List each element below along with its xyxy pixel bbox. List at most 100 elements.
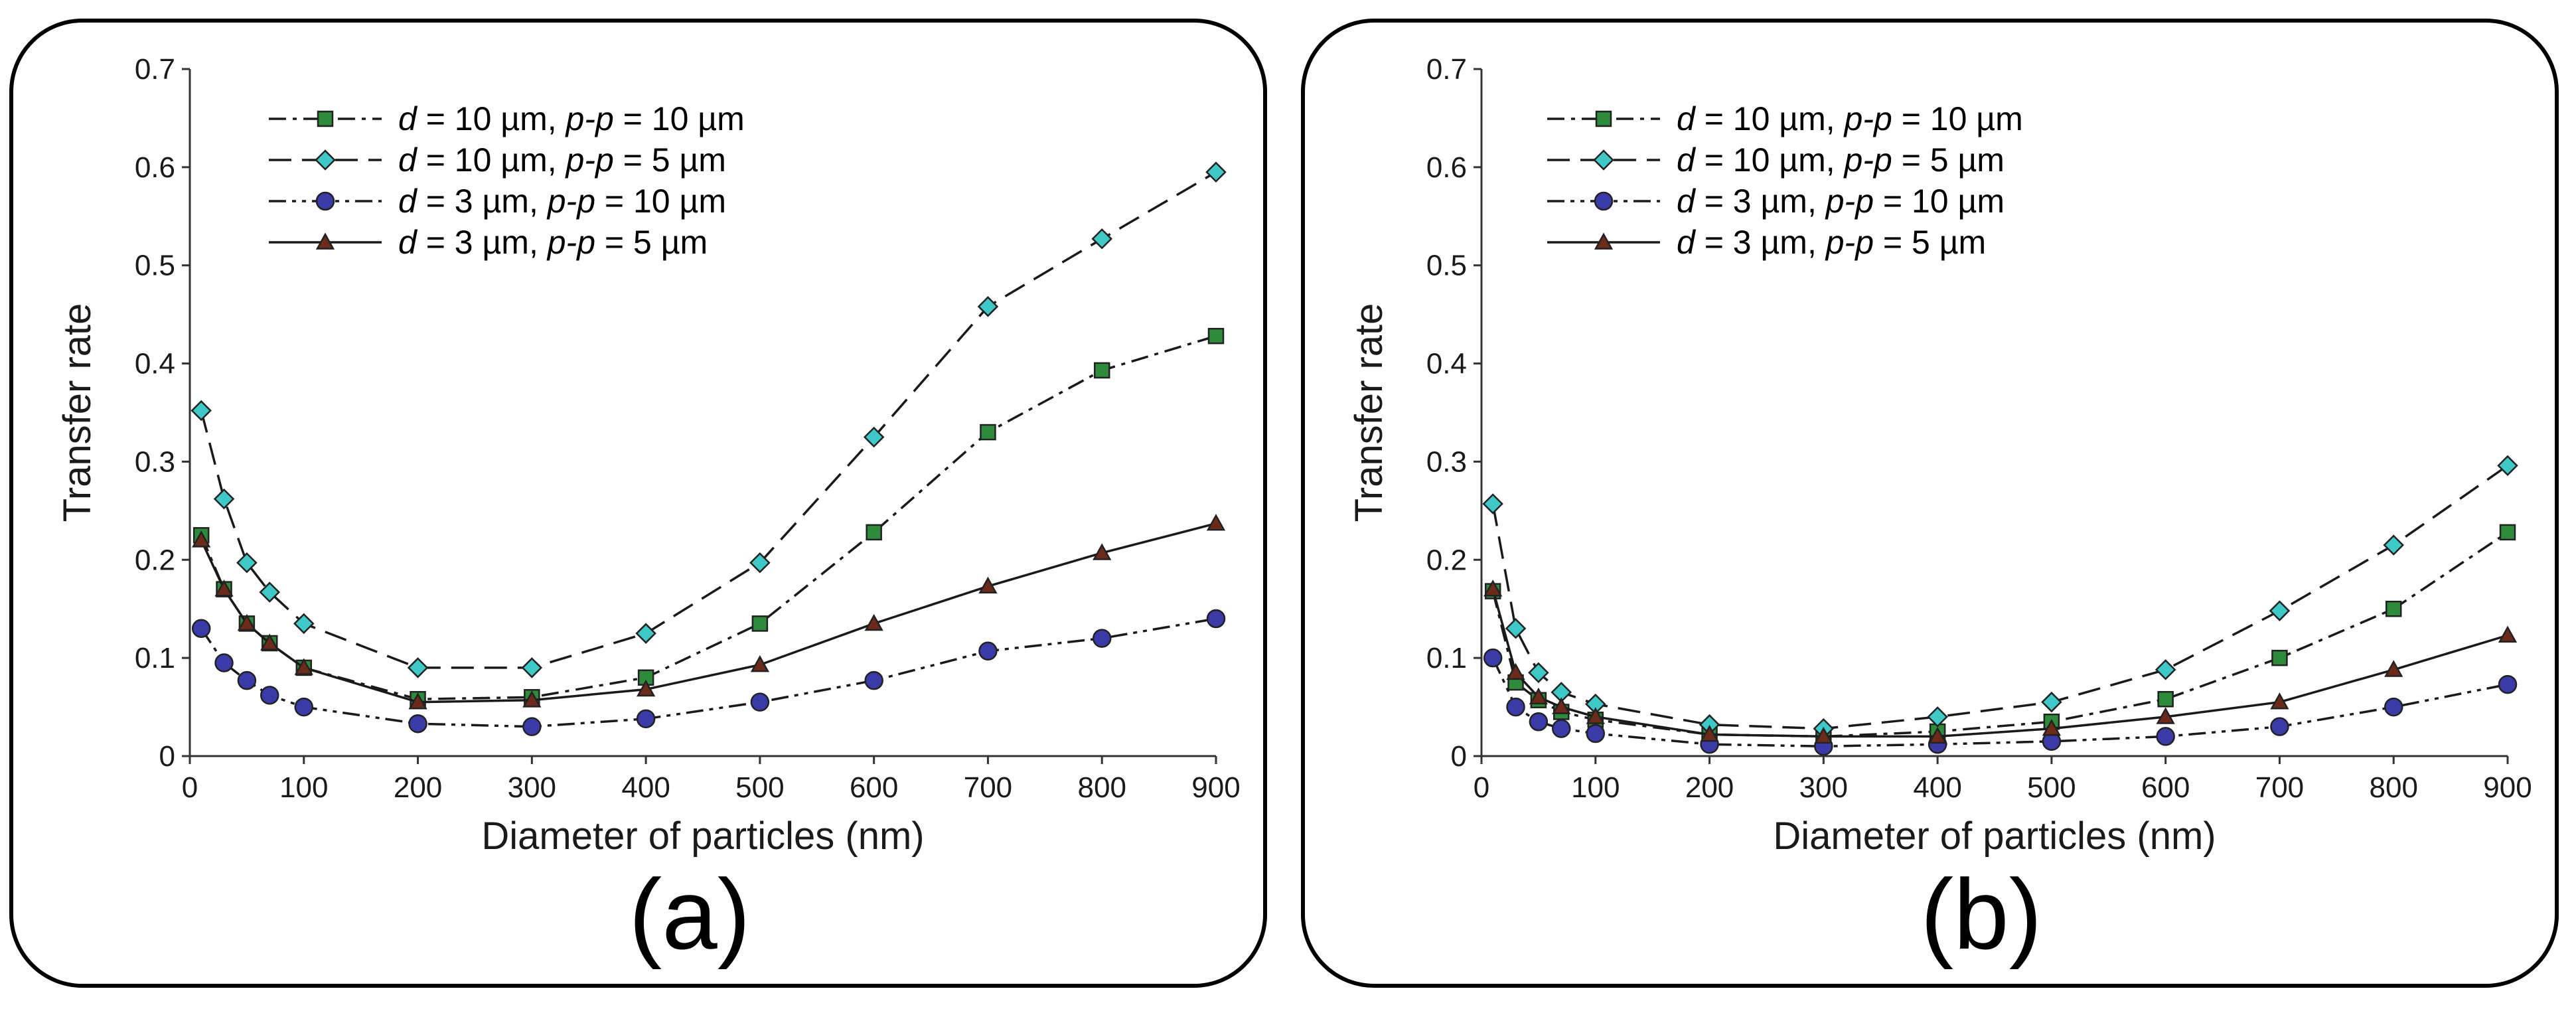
- y-tick-label: 0.2: [135, 544, 175, 576]
- y-tick-label: 0.2: [1426, 544, 1467, 576]
- data-point-circle: [408, 714, 427, 734]
- data-point-triangle: [1814, 726, 1833, 744]
- data-point-diamond: [2155, 659, 2176, 680]
- y-tick-label: 0.1: [1426, 642, 1467, 674]
- legend-label: d = 10 µm, p-p = 5 µm: [398, 141, 726, 179]
- data-point-diamond: [1482, 493, 1503, 514]
- data-point-triangle: [978, 576, 998, 594]
- data-point-triangle: [1506, 662, 1525, 680]
- legend: d = 10 µm, p-p = 10 µm d = 10 µm, p-p = 5…: [269, 100, 745, 261]
- y-tick-label: 0.4: [135, 348, 175, 380]
- series-line-diamond: [1491, 464, 2509, 730]
- data-point-square: [2385, 600, 2402, 617]
- x-tick-label: 900: [2483, 771, 2532, 804]
- x-tick-label: 600: [850, 771, 898, 804]
- data-point-circle: [750, 692, 770, 712]
- panel-label: (b): [1920, 858, 2042, 970]
- data-point-diamond: [1091, 228, 1112, 250]
- data-point-triangle: [864, 613, 883, 631]
- data-point-square: [751, 615, 769, 632]
- x-tick-label: 100: [1571, 771, 1620, 804]
- legend-label: d = 3 µm, p-p = 10 µm: [398, 183, 726, 220]
- y-tick-label: 0.3: [135, 445, 175, 478]
- data-point-triangle: [192, 530, 211, 548]
- data-point-diamond: [977, 296, 999, 317]
- y-tick-label: 0.4: [1426, 348, 1467, 380]
- data-point-diamond: [1927, 706, 1948, 728]
- data-point-diamond: [259, 582, 281, 603]
- legend-marker-circle: [315, 191, 335, 211]
- legend-label: d = 3 µm, p-p = 5 µm: [1677, 224, 1986, 261]
- x-tick-label: 0: [1474, 771, 1489, 804]
- x-tick-label: 200: [394, 771, 442, 804]
- data-point-triangle: [750, 655, 770, 672]
- y-tick-label: 0.3: [1426, 445, 1467, 478]
- series-1: [1482, 455, 2518, 739]
- data-point-circle: [191, 619, 211, 639]
- data-point-triangle: [2156, 707, 2175, 724]
- data-point-diamond: [190, 400, 212, 422]
- series-line-triangle: [200, 522, 1217, 704]
- data-point-circle: [260, 686, 279, 705]
- data-point-diamond: [2041, 691, 2062, 713]
- data-point-diamond: [635, 623, 656, 644]
- data-point-diamond: [2383, 534, 2404, 556]
- legend-marker-square: [317, 110, 334, 127]
- data-point-circle: [978, 641, 998, 661]
- x-tick-label: 700: [964, 771, 1012, 804]
- x-tick-label: 100: [279, 771, 328, 804]
- legend-marker-diamond: [315, 149, 336, 171]
- data-point-circle: [864, 670, 883, 690]
- data-point-triangle: [1093, 543, 1112, 560]
- data-point-triangle: [1700, 724, 1719, 742]
- data-point-circle: [522, 717, 542, 736]
- x-tick-label: 500: [735, 771, 784, 804]
- data-point-circle: [1586, 724, 1606, 743]
- x-tick-label: 200: [1685, 771, 1734, 804]
- y-tick-label: 0: [1451, 740, 1467, 773]
- data-point-circle: [636, 709, 656, 729]
- data-point-triangle: [1206, 514, 1226, 531]
- data-point-circle: [1092, 629, 1112, 648]
- data-point-triangle: [2270, 692, 2289, 710]
- y-tick-label: 0: [159, 740, 175, 773]
- data-point-circle: [2156, 727, 2175, 746]
- data-point-circle: [237, 670, 257, 690]
- y-tick-label: 0.7: [135, 53, 175, 86]
- x-tick-label: 300: [508, 771, 556, 804]
- y-axis-title: Transfer rate: [1347, 303, 1391, 522]
- y-tick-label: 0.6: [135, 151, 175, 184]
- legend-marker-diamond: [1593, 149, 1614, 171]
- series-line-square: [200, 335, 1217, 700]
- data-point-diamond: [293, 613, 315, 635]
- x-tick-label: 500: [2027, 771, 2076, 804]
- data-point-diamond: [213, 488, 235, 510]
- series-2: [191, 609, 1226, 736]
- data-point-circle: [294, 697, 314, 717]
- x-tick-label: 400: [1913, 771, 1961, 804]
- data-point-diamond: [236, 552, 258, 574]
- data-point-circle: [1483, 648, 1503, 668]
- data-point-circle: [2384, 697, 2403, 717]
- data-point-triangle: [522, 690, 542, 708]
- series-line-triangle: [1491, 589, 2508, 738]
- data-point-square: [980, 424, 996, 441]
- data-point-triangle: [1586, 707, 1605, 724]
- chart-panel-a: 0 0.1 0.2 0.3 0.4 0.5 0.6 0.7 0 100 200 300 400 500 60…: [9, 19, 1267, 988]
- legend-marker-square: [1595, 110, 1612, 127]
- data-point-square: [2499, 524, 2516, 541]
- data-point-diamond: [1505, 618, 1527, 639]
- y-tick-label: 0.6: [1426, 151, 1467, 184]
- data-point-triangle: [1529, 687, 1549, 705]
- data-point-triangle: [1552, 697, 1571, 714]
- chart-b-svg: 0 0.1 0.2 0.3 0.4 0.5 0.6 0.7 0 100 200 300 400 500 60…: [1347, 53, 2532, 970]
- data-point-triangle: [1483, 580, 1503, 597]
- data-point-diamond: [2497, 455, 2518, 477]
- data-point-circle: [1206, 609, 1226, 629]
- data-point-triangle: [636, 679, 656, 697]
- data-point-triangle: [2498, 625, 2518, 643]
- series-0: [192, 327, 1225, 708]
- x-tick-label: 900: [1191, 771, 1240, 804]
- legend-label: d = 3 µm, p-p = 10 µm: [1677, 183, 2005, 220]
- data-point-triangle: [2042, 719, 2062, 736]
